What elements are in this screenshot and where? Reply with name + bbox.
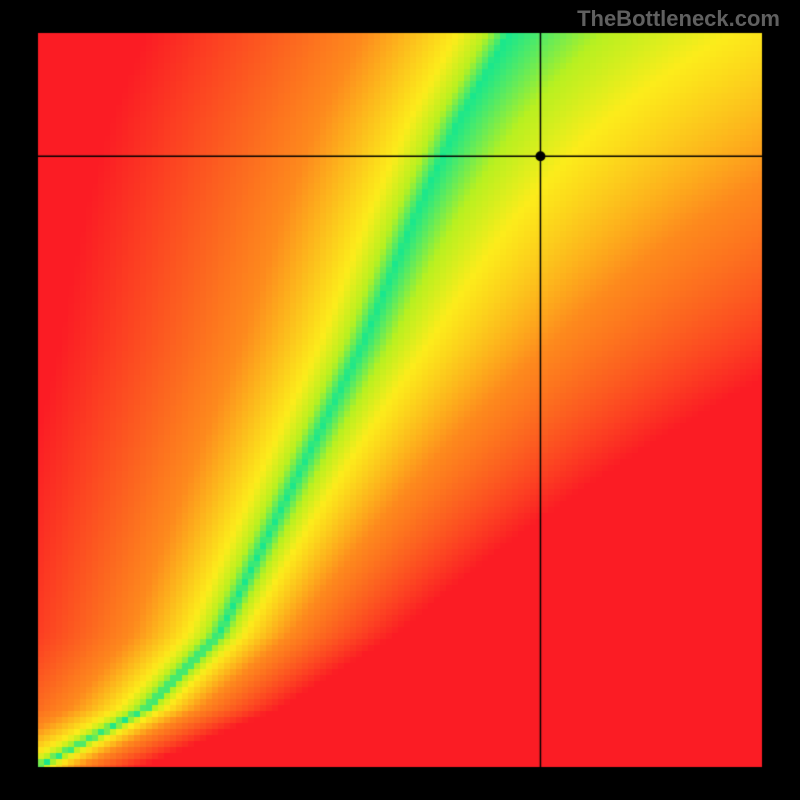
watermark-text: TheBottleneck.com	[577, 6, 780, 32]
heatmap-canvas	[0, 0, 800, 800]
chart-container: TheBottleneck.com	[0, 0, 800, 800]
